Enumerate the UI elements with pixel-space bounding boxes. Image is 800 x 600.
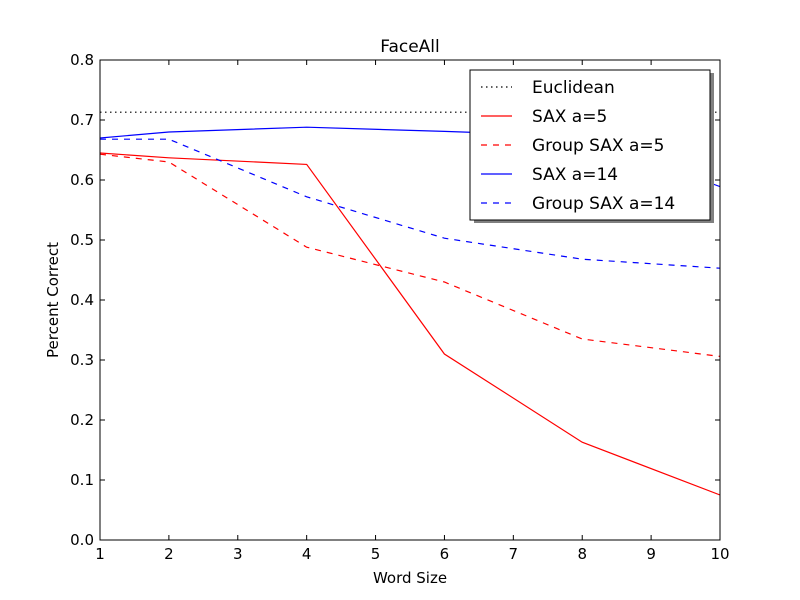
- series-line-3: [100, 153, 720, 357]
- legend: Euclidean SAX a=5 Group SAX a=5 SAX a=14 Gro…: [469, 69, 714, 223]
- x-tick-label: 1: [95, 545, 105, 563]
- x-tick-label: 3: [233, 545, 243, 563]
- x-tick-label: 10: [710, 545, 729, 563]
- x-tick-label: 6: [440, 545, 450, 563]
- legend-label-3: Group SAX a=5: [532, 136, 664, 156]
- legend-label-2: SAX a=5: [532, 107, 607, 127]
- legend-label-1: Euclidean: [532, 78, 615, 98]
- legend-label-5: Group SAX a=14: [532, 194, 675, 214]
- y-tick-label: 0.8: [70, 51, 94, 69]
- x-tick-label: 9: [646, 545, 656, 563]
- y-tick-label: 0.5: [70, 231, 94, 249]
- y-tick-label: 0.3: [70, 351, 94, 369]
- y-tick-label: 0.6: [70, 171, 94, 189]
- x-axis-label: Word Size: [373, 569, 447, 587]
- chart-title: FaceAll: [380, 37, 440, 57]
- ticks-layer: 1 2 3 4 5 6 7 8 9 10 0.0 0.1 0.2 0.3 0.4 0.5 0.6 0.7 0.8: [70, 51, 729, 563]
- y-tick-label: 0.0: [70, 531, 94, 549]
- y-tick-label: 0.4: [70, 291, 94, 309]
- series-layer: [100, 111, 720, 496]
- y-axis-label: Percent Correct: [44, 242, 62, 358]
- x-tick-label: 5: [371, 545, 381, 563]
- y-tick-label: 0.7: [70, 111, 94, 129]
- series-line-2: [100, 152, 720, 496]
- x-tick-label: 8: [577, 545, 587, 563]
- y-tick-label: 0.2: [70, 411, 94, 429]
- series-line-5: [100, 138, 720, 269]
- y-tick-label: 0.1: [70, 471, 94, 489]
- legend-label-4: SAX a=14: [532, 165, 618, 185]
- x-tick-label: 2: [164, 545, 174, 563]
- x-tick-label: 4: [302, 545, 312, 563]
- x-tick-label: 7: [509, 545, 519, 563]
